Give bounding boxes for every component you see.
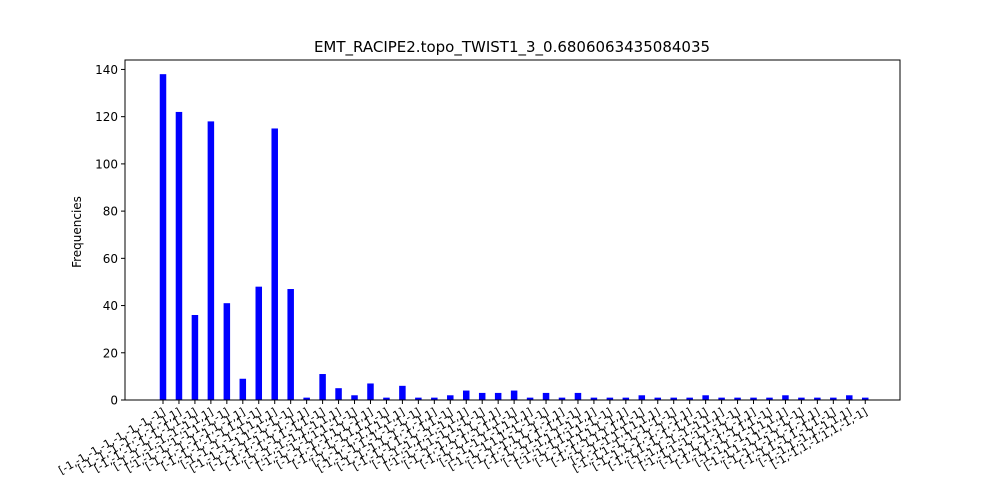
bar xyxy=(638,395,646,400)
plot-area-frame xyxy=(124,59,901,401)
bar xyxy=(670,397,677,400)
bar xyxy=(255,286,263,400)
bar xyxy=(734,397,741,400)
bar xyxy=(367,383,374,400)
bar xyxy=(750,397,757,400)
y-tick-label: 100 xyxy=(95,157,118,171)
bar xyxy=(462,390,470,400)
bar xyxy=(319,374,326,400)
bar xyxy=(175,111,183,400)
bar xyxy=(574,392,582,400)
bars-group xyxy=(159,74,869,401)
bar xyxy=(814,397,821,400)
bar xyxy=(654,397,662,400)
bar xyxy=(207,121,215,400)
y-tick-label: 0 xyxy=(110,394,118,408)
bar xyxy=(478,392,486,400)
bar xyxy=(223,303,231,400)
x-axis-ticks: [-1,-1,-1,-1,-1,-1,-1,-1][-1,-1,-1,-1,-1… xyxy=(56,400,870,477)
bar xyxy=(702,395,709,400)
y-axis-ticks: 0 20 40 60 80 100 120 140 xyxy=(95,63,125,408)
bar xyxy=(271,128,278,400)
bar xyxy=(861,397,869,400)
bar xyxy=(510,390,518,400)
bar xyxy=(287,289,294,400)
bar xyxy=(159,74,167,401)
chart-title: EMT_RACIPE2.topo_TWIST1_3_0.680606343508… xyxy=(314,38,710,57)
bar xyxy=(606,397,614,400)
bar xyxy=(846,395,853,400)
y-tick-label: 80 xyxy=(103,205,118,219)
y-tick-label: 20 xyxy=(103,346,118,360)
y-tick-label: 40 xyxy=(103,299,118,313)
bar xyxy=(718,397,725,400)
bar xyxy=(526,397,534,400)
bar xyxy=(558,397,566,400)
bar xyxy=(191,315,199,400)
bar xyxy=(415,397,422,400)
bar xyxy=(383,397,390,400)
y-tick-label: 120 xyxy=(95,110,118,124)
y-tick-label: 140 xyxy=(95,63,118,77)
bar xyxy=(622,397,630,400)
bar xyxy=(686,397,693,400)
bar xyxy=(798,397,805,400)
bar xyxy=(303,397,310,400)
bar xyxy=(431,397,438,400)
bar xyxy=(782,395,789,400)
bar xyxy=(830,397,837,400)
bar xyxy=(239,378,247,400)
bar xyxy=(447,395,454,400)
bar xyxy=(335,388,342,400)
y-axis-label: Frequencies xyxy=(70,196,84,268)
bar xyxy=(766,397,773,400)
bar xyxy=(399,385,406,400)
bar xyxy=(590,397,598,400)
y-tick-label: 60 xyxy=(103,252,118,266)
bar xyxy=(494,392,502,400)
bar xyxy=(542,392,550,400)
bar xyxy=(351,395,358,400)
